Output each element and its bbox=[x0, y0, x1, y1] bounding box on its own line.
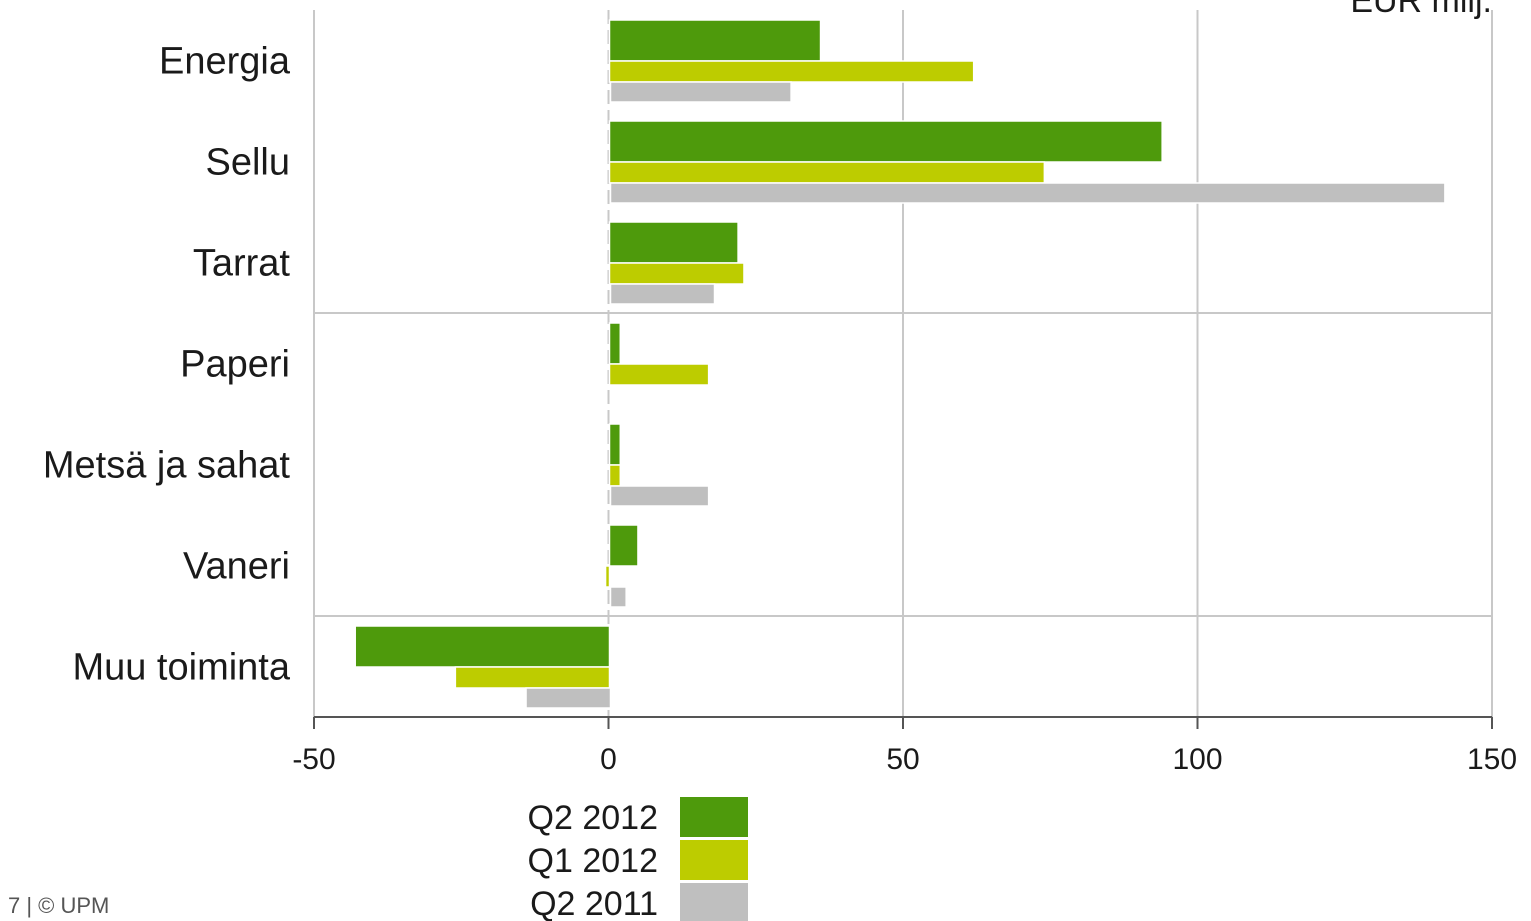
bar-q2-2011-2 bbox=[609, 283, 716, 305]
x-tick-label: -50 bbox=[292, 743, 335, 776]
category-label: Vaneri bbox=[183, 546, 290, 588]
bar-q2-2011-4 bbox=[609, 485, 710, 507]
legend-swatch bbox=[680, 840, 748, 880]
x-tick-label: 50 bbox=[886, 743, 919, 776]
grid-lines bbox=[313, 10, 1493, 717]
bar-q2-2011-1 bbox=[609, 182, 1446, 204]
bar-q1-2012-4 bbox=[608, 464, 622, 487]
category-labels: Energia Sellu Tarrat Paperi Metsä ja sahat Va… bbox=[43, 41, 291, 689]
bar-q2-2011-6 bbox=[525, 687, 612, 709]
legend-swatch bbox=[680, 883, 748, 921]
bars bbox=[354, 19, 1446, 709]
bar-q1-2012-6 bbox=[454, 666, 611, 689]
bar-q2-2012-2 bbox=[608, 221, 739, 264]
bar-q2-2011-5 bbox=[609, 586, 627, 608]
x-tick-label: 0 bbox=[600, 743, 617, 776]
category-label: Metsä ja sahat bbox=[43, 445, 291, 487]
bar-q2-2012-6 bbox=[354, 625, 611, 668]
bar-q2-2012-3 bbox=[608, 322, 622, 365]
category-label: Paperi bbox=[180, 344, 290, 386]
x-tick-label: 150 bbox=[1467, 743, 1517, 776]
bar-q1-2012-0 bbox=[608, 60, 975, 83]
bar-q1-2012-3 bbox=[608, 363, 710, 386]
legend: Q2 2012 Q1 2012 Q2 2011 bbox=[528, 797, 748, 921]
bar-q2-2012-4 bbox=[608, 423, 622, 466]
unit-label: EUR milj. bbox=[1350, 0, 1492, 20]
bar-q1-2012-5 bbox=[604, 565, 611, 588]
x-tick-label: 100 bbox=[1172, 743, 1222, 776]
category-label: Tarrat bbox=[193, 243, 291, 285]
legend-label: Q2 2011 bbox=[530, 885, 658, 921]
bar-q1-2012-1 bbox=[608, 161, 1046, 184]
category-label: Muu toiminta bbox=[72, 647, 290, 689]
bar-q2-2012-1 bbox=[608, 120, 1163, 163]
x-tick-labels: -50 0 50 100 150 bbox=[292, 743, 1517, 776]
bar-q2-2012-0 bbox=[608, 19, 822, 62]
slide-footer: 7 | © UPM bbox=[8, 893, 110, 918]
bar-q1-2012-2 bbox=[608, 262, 745, 285]
category-label: Sellu bbox=[206, 142, 291, 184]
legend-label: Q2 2012 bbox=[528, 799, 658, 837]
bar-q2-2012-5 bbox=[608, 524, 639, 567]
legend-label: Q1 2012 bbox=[528, 842, 658, 880]
category-label: Energia bbox=[159, 41, 291, 83]
bar-q2-2011-0 bbox=[609, 81, 792, 103]
legend-swatch bbox=[680, 797, 748, 837]
x-axis bbox=[313, 716, 1493, 729]
